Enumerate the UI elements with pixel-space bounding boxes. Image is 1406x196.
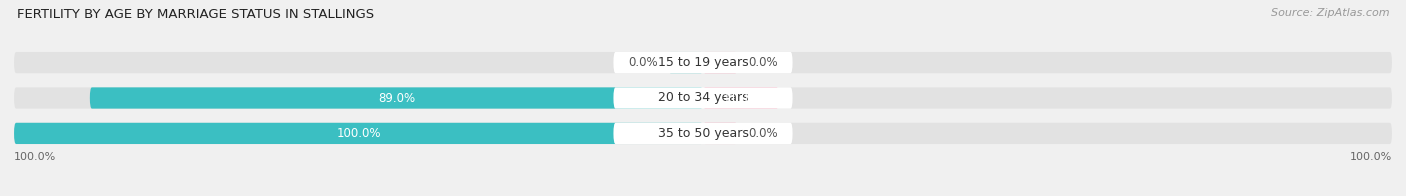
FancyBboxPatch shape	[14, 52, 1392, 73]
FancyBboxPatch shape	[14, 123, 703, 144]
FancyBboxPatch shape	[613, 87, 793, 109]
Text: 20 to 34 years: 20 to 34 years	[658, 92, 748, 104]
Text: 89.0%: 89.0%	[378, 92, 415, 104]
Text: 35 to 50 years: 35 to 50 years	[658, 127, 748, 140]
Text: Source: ZipAtlas.com: Source: ZipAtlas.com	[1271, 8, 1389, 18]
FancyBboxPatch shape	[14, 123, 1392, 144]
FancyBboxPatch shape	[14, 87, 1392, 109]
FancyBboxPatch shape	[613, 52, 793, 73]
Text: FERTILITY BY AGE BY MARRIAGE STATUS IN STALLINGS: FERTILITY BY AGE BY MARRIAGE STATUS IN S…	[17, 8, 374, 21]
Text: 100.0%: 100.0%	[1350, 152, 1392, 162]
FancyBboxPatch shape	[90, 87, 703, 109]
Legend: Married, Unmarried: Married, Unmarried	[624, 193, 782, 196]
Text: 0.0%: 0.0%	[628, 56, 658, 69]
Text: 15 to 19 years: 15 to 19 years	[658, 56, 748, 69]
Text: 0.0%: 0.0%	[748, 127, 778, 140]
FancyBboxPatch shape	[703, 87, 779, 109]
FancyBboxPatch shape	[669, 52, 703, 73]
FancyBboxPatch shape	[703, 52, 738, 73]
Text: 100.0%: 100.0%	[14, 152, 56, 162]
Text: 0.0%: 0.0%	[748, 56, 778, 69]
Text: 100.0%: 100.0%	[336, 127, 381, 140]
FancyBboxPatch shape	[613, 123, 793, 144]
FancyBboxPatch shape	[703, 123, 738, 144]
Text: 11.0%: 11.0%	[723, 92, 759, 104]
